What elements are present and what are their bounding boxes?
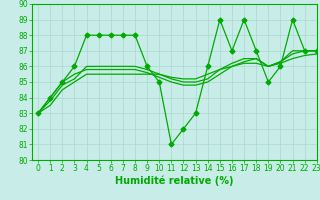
X-axis label: Humidité relative (%): Humidité relative (%) xyxy=(115,176,234,186)
